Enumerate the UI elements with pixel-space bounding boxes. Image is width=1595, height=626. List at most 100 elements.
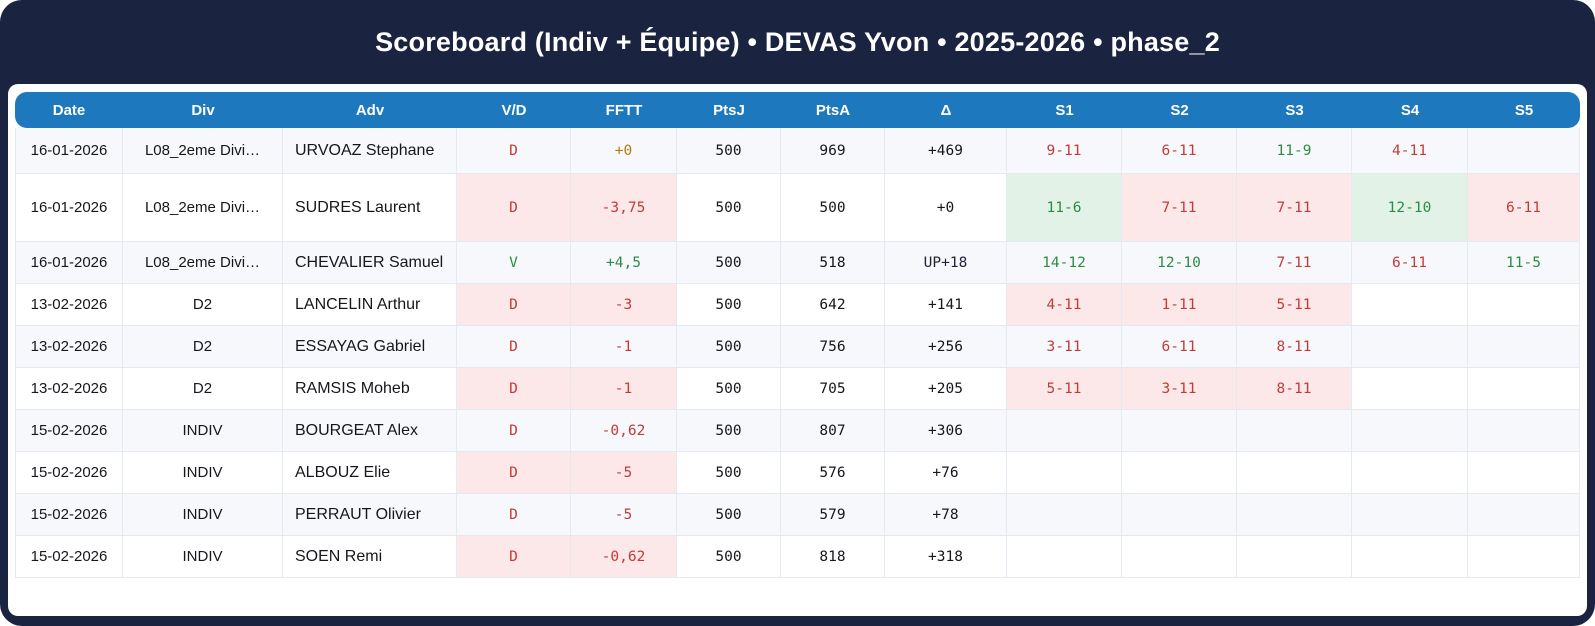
cell-set3 [1237, 494, 1352, 536]
cell-opponent: PERRAUT Olivier [283, 494, 457, 536]
column-header-points-player: PtsJ [677, 92, 781, 128]
table-body: 16-01-2026 L08_2eme Divi… URVOAZ Stephan… [15, 128, 1580, 578]
cell-points-opponent: 705 [781, 368, 885, 410]
cell-opponent: ESSAYAG Gabriel [283, 326, 457, 368]
cell-division: INDIV [123, 452, 283, 494]
column-header-set4: S4 [1352, 92, 1468, 128]
table-row: 13-02-2026 D2 ESSAYAG Gabriel D -1 500 7… [15, 326, 1580, 368]
cell-points-opponent: 518 [781, 242, 885, 284]
column-header-set5: S5 [1468, 92, 1580, 128]
cell-points-opponent: 642 [781, 284, 885, 326]
cell-set5 [1468, 494, 1580, 536]
cell-points-opponent: 818 [781, 536, 885, 578]
cell-points-player: 500 [677, 128, 781, 174]
cell-date: 15-02-2026 [15, 536, 123, 578]
cell-set2: 1-11 [1122, 284, 1237, 326]
cell-set2: 3-11 [1122, 368, 1237, 410]
cell-set1 [1007, 536, 1122, 578]
cell-delta: +78 [885, 494, 1007, 536]
cell-date: 15-02-2026 [15, 494, 123, 536]
cell-points-player: 500 [677, 410, 781, 452]
cell-set1: 11-6 [1007, 174, 1122, 242]
cell-points-opponent: 756 [781, 326, 885, 368]
cell-points-player: 500 [677, 494, 781, 536]
cell-fftt: -5 [571, 452, 677, 494]
column-header-fftt: FFTT [571, 92, 677, 128]
cell-points-player: 500 [677, 242, 781, 284]
cell-set5: 6-11 [1468, 174, 1580, 242]
cell-set4 [1352, 452, 1468, 494]
table-row: 15-02-2026 INDIV PERRAUT Olivier D -5 50… [15, 494, 1580, 536]
cell-win-loss: V [457, 242, 571, 284]
cell-opponent: SOEN Remi [283, 536, 457, 578]
column-header-opponent: Adv [283, 92, 457, 128]
cell-points-player: 500 [677, 326, 781, 368]
page-title: Scoreboard (Indiv + Équipe) • DEVAS Yvon… [375, 26, 1220, 57]
cell-date: 16-01-2026 [15, 174, 123, 242]
cell-fftt: -0,62 [571, 536, 677, 578]
cell-points-player: 500 [677, 174, 781, 242]
cell-division: INDIV [123, 536, 283, 578]
column-header-set1: S1 [1007, 92, 1122, 128]
table-row: 15-02-2026 INDIV SOEN Remi D -0,62 500 8… [15, 536, 1580, 578]
cell-date: 15-02-2026 [15, 452, 123, 494]
cell-set5 [1468, 128, 1580, 174]
cell-division: INDIV [123, 494, 283, 536]
cell-set5 [1468, 284, 1580, 326]
cell-fftt: +4,5 [571, 242, 677, 284]
cell-points-opponent: 576 [781, 452, 885, 494]
cell-set5 [1468, 410, 1580, 452]
cell-delta: +205 [885, 368, 1007, 410]
cell-set4 [1352, 368, 1468, 410]
table-header: Date Div Adv V/D FFTT PtsJ PtsA Δ S1 S2 … [15, 92, 1580, 128]
cell-set1: 4-11 [1007, 284, 1122, 326]
cell-fftt: -5 [571, 494, 677, 536]
title-band: Scoreboard (Indiv + Équipe) • DEVAS Yvon… [0, 0, 1595, 84]
cell-set4: 12-10 [1352, 174, 1468, 242]
table-row: 15-02-2026 INDIV BOURGEAT Alex D -0,62 5… [15, 410, 1580, 452]
cell-points-player: 500 [677, 452, 781, 494]
cell-set4 [1352, 494, 1468, 536]
cell-division: L08_2eme Divi… [123, 242, 283, 284]
cell-win-loss: D [457, 536, 571, 578]
cell-opponent: SUDRES Laurent [283, 174, 457, 242]
column-header-date: Date [15, 92, 123, 128]
cell-set4 [1352, 536, 1468, 578]
cell-points-opponent: 807 [781, 410, 885, 452]
cell-opponent: CHEVALIER Samuel [283, 242, 457, 284]
cell-opponent: ALBOUZ Elie [283, 452, 457, 494]
cell-set2: 12-10 [1122, 242, 1237, 284]
cell-win-loss: D [457, 410, 571, 452]
cell-set5: 11-5 [1468, 242, 1580, 284]
cell-date: 13-02-2026 [15, 368, 123, 410]
cell-division: L08_2eme Divi… [123, 174, 283, 242]
cell-set2 [1122, 536, 1237, 578]
cell-set3: 5-11 [1237, 284, 1352, 326]
table-card: Date Div Adv V/D FFTT PtsJ PtsA Δ S1 S2 … [8, 84, 1587, 616]
cell-opponent: LANCELIN Arthur [283, 284, 457, 326]
cell-date: 15-02-2026 [15, 410, 123, 452]
table-row: 13-02-2026 D2 RAMSIS Moheb D -1 500 705 … [15, 368, 1580, 410]
cell-points-opponent: 500 [781, 174, 885, 242]
cell-division: D2 [123, 368, 283, 410]
cell-set1 [1007, 494, 1122, 536]
cell-delta: +76 [885, 452, 1007, 494]
cell-set1: 14-12 [1007, 242, 1122, 284]
cell-delta: +141 [885, 284, 1007, 326]
cell-delta: +256 [885, 326, 1007, 368]
cell-set2 [1122, 494, 1237, 536]
cell-set5 [1468, 326, 1580, 368]
cell-delta: +306 [885, 410, 1007, 452]
cell-date: 16-01-2026 [15, 242, 123, 284]
cell-set2: 7-11 [1122, 174, 1237, 242]
cell-set3: 8-11 [1237, 368, 1352, 410]
column-header-points-opponent: PtsA [781, 92, 885, 128]
cell-delta: +0 [885, 174, 1007, 242]
cell-division: D2 [123, 284, 283, 326]
cell-set1: 9-11 [1007, 128, 1122, 174]
cell-set3: 7-11 [1237, 242, 1352, 284]
cell-win-loss: D [457, 128, 571, 174]
scoreboard-table: Date Div Adv V/D FFTT PtsJ PtsA Δ S1 S2 … [15, 92, 1580, 578]
